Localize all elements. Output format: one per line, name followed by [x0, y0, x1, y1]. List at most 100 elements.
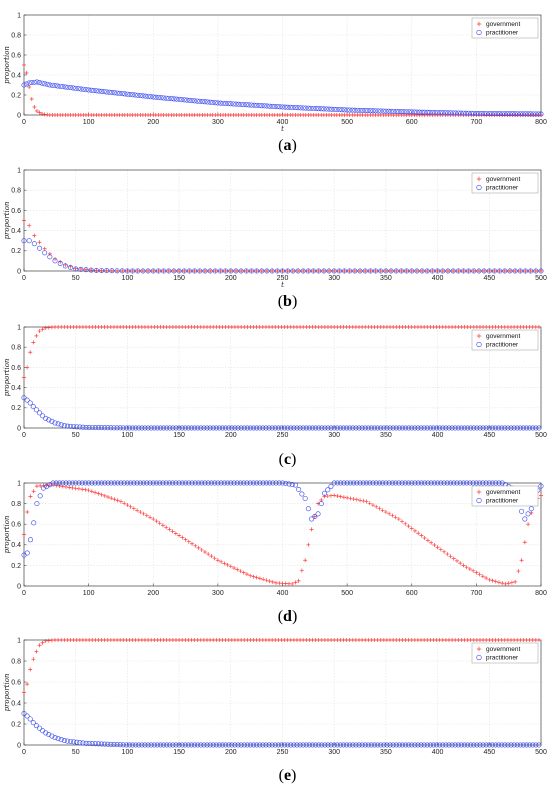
data-point	[368, 742, 374, 748]
data-point	[502, 111, 508, 117]
data-point	[367, 480, 373, 486]
data-point	[140, 93, 146, 99]
data-point	[141, 480, 147, 486]
data-point	[112, 497, 117, 502]
data-point	[409, 742, 415, 748]
x-tick-label: 500	[535, 432, 547, 439]
panel-caption: (b)	[278, 293, 298, 310]
data-point	[461, 425, 467, 431]
data-point	[27, 85, 32, 89]
caption-paren-close: )	[292, 608, 297, 625]
data-point	[412, 480, 418, 486]
data-point	[199, 547, 204, 552]
data-point	[177, 269, 182, 273]
data-point	[425, 538, 430, 543]
data-point	[496, 480, 502, 486]
data-point	[414, 268, 420, 274]
data-point	[494, 111, 500, 117]
data-point	[321, 268, 327, 274]
data-point	[303, 105, 309, 111]
data-point	[148, 94, 154, 100]
x-tick-label: 300	[212, 119, 224, 126]
data-point	[96, 491, 101, 496]
data-point	[102, 425, 108, 431]
data-point	[465, 742, 471, 748]
data-point	[134, 480, 140, 486]
data-point	[22, 690, 26, 695]
x-tick-label: 0	[22, 275, 26, 282]
data-point	[468, 110, 474, 116]
data-point	[328, 742, 334, 748]
data-point	[53, 480, 59, 486]
data-point	[28, 350, 33, 355]
data-point	[37, 80, 43, 86]
data-point	[78, 266, 83, 271]
data-point	[406, 524, 411, 529]
data-point	[337, 425, 343, 431]
data-point	[336, 107, 342, 113]
data-point	[419, 109, 425, 115]
data-point	[452, 742, 458, 748]
data-point	[347, 742, 353, 748]
chart-panel-e: 0 50 100 150 200 250 300 350 400 450 500 0 0.2 0.4 0.6…	[3, 637, 547, 784]
data-point	[244, 480, 250, 486]
y-tick-label: 0.2	[11, 563, 21, 570]
data-point	[396, 742, 402, 748]
x-tick-label: 400	[432, 749, 444, 756]
data-point	[71, 424, 77, 430]
data-point	[210, 742, 216, 748]
data-point	[218, 269, 223, 273]
data-point	[261, 103, 267, 109]
data-point	[32, 105, 37, 109]
data-point	[512, 268, 518, 274]
data-point	[120, 425, 126, 431]
series-practitioner	[21, 79, 544, 117]
data-point	[440, 110, 446, 116]
data-point	[450, 268, 456, 274]
data-point	[21, 82, 27, 88]
data-point	[69, 480, 75, 486]
data-point	[461, 742, 467, 748]
data-point	[264, 269, 269, 273]
data-point	[327, 269, 332, 273]
data-point	[195, 480, 201, 486]
data-point	[344, 742, 350, 748]
data-point	[489, 425, 495, 431]
y-tick-label: 1	[17, 637, 21, 644]
data-point	[387, 742, 393, 748]
data-point	[350, 425, 356, 431]
data-point	[454, 480, 460, 486]
data-point	[517, 742, 523, 748]
data-point	[536, 425, 542, 431]
plot-area	[24, 15, 541, 115]
data-point	[502, 742, 508, 748]
data-point	[427, 742, 433, 748]
data-point	[305, 105, 311, 111]
data-point	[393, 515, 398, 520]
data-point	[344, 480, 350, 486]
data-point	[114, 742, 120, 748]
caption-letter: b	[283, 293, 292, 310]
data-point	[27, 223, 32, 228]
data-point	[150, 480, 156, 486]
caption-paren-close: )	[291, 451, 296, 468]
data-point	[232, 425, 238, 431]
data-point	[182, 742, 188, 748]
data-point	[278, 425, 284, 431]
data-point	[311, 105, 317, 111]
data-point	[166, 480, 172, 486]
data-point	[378, 268, 384, 274]
data-point	[528, 268, 534, 274]
data-point	[93, 490, 98, 495]
data-point	[508, 742, 514, 748]
data-point	[86, 488, 91, 493]
data-point	[170, 529, 175, 534]
data-point	[208, 480, 214, 486]
data-point	[117, 90, 123, 96]
data-point	[228, 269, 233, 273]
data-point	[212, 100, 218, 106]
data-point	[198, 425, 204, 431]
data-point	[370, 480, 376, 486]
data-point	[66, 480, 72, 486]
data-point	[31, 241, 37, 247]
